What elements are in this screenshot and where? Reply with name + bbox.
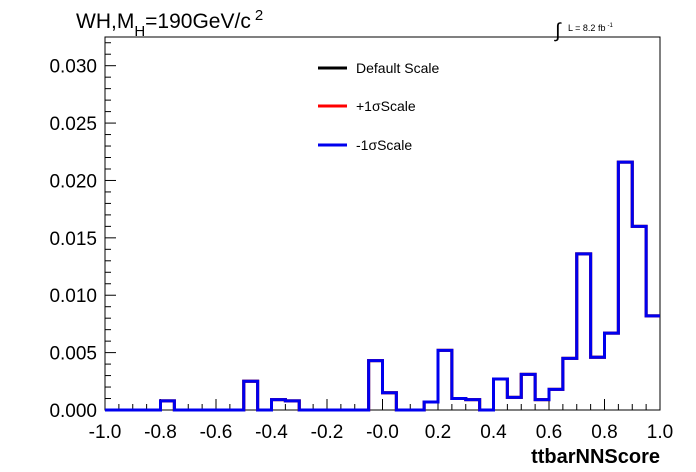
lumi-label-superscript: -1: [607, 23, 613, 29]
x-tick-label: -0.8: [144, 422, 177, 443]
lumi-label-text: L = 8.2 fb: [568, 23, 605, 33]
y-tick-label: 0.025: [49, 114, 97, 135]
y-tick-label: 0.010: [49, 286, 97, 307]
legend-label: +1σScale: [356, 98, 416, 114]
series-group: [105, 160, 660, 412]
x-tick-label: -0.2: [311, 422, 344, 443]
y-tick-label: 0.015: [49, 229, 97, 250]
chart-title-main: WH,M: [76, 10, 134, 33]
x-tick-label: 0.6: [536, 422, 562, 443]
x-tick-label: 0.4: [480, 422, 507, 443]
x-axis: -1.0 -0.8 -0.6 -0.4 -0.2 -0.0 0.2 0.4 0.6 0.8 1.0: [89, 399, 673, 443]
legend-label: -1σScale: [356, 137, 412, 153]
x-tick-label: 1.0: [647, 422, 673, 443]
x-axis-label: ttbarNNScore: [531, 446, 660, 468]
legend: Default Scale +1σScale -1σScale: [318, 60, 439, 153]
x-tick-label: -0.6: [200, 422, 233, 443]
histogram-series-3: [105, 160, 660, 412]
x-tick-label: 0.8: [591, 422, 617, 443]
y-tick-label: 0.020: [49, 171, 97, 192]
chart-title: WH,MH=190GeV/c 2: [76, 7, 263, 40]
x-tick-label: -0.0: [366, 422, 399, 443]
chart-title-value: =190GeV/c: [145, 10, 251, 33]
y-tick-label: 0.005: [49, 344, 97, 365]
y-tick-label: 0.030: [49, 57, 97, 78]
y-axis: 0.000 0.005 0.010 0.015 0.020 0.025 0.030: [49, 42, 116, 422]
x-tick-label: 0.2: [425, 422, 451, 443]
y-tick-label: 0.000: [49, 401, 97, 422]
lumi-integral-sign: ∫: [554, 20, 562, 42]
lumi-label: L = 8.2 fb -1: [568, 23, 613, 33]
x-tick-label: -1.0: [89, 422, 122, 443]
x-tick-label: -0.4: [255, 422, 288, 443]
chart-title-subscript: H: [134, 23, 145, 40]
legend-label: Default Scale: [356, 60, 439, 76]
chart-title-superscript: 2: [255, 7, 263, 24]
